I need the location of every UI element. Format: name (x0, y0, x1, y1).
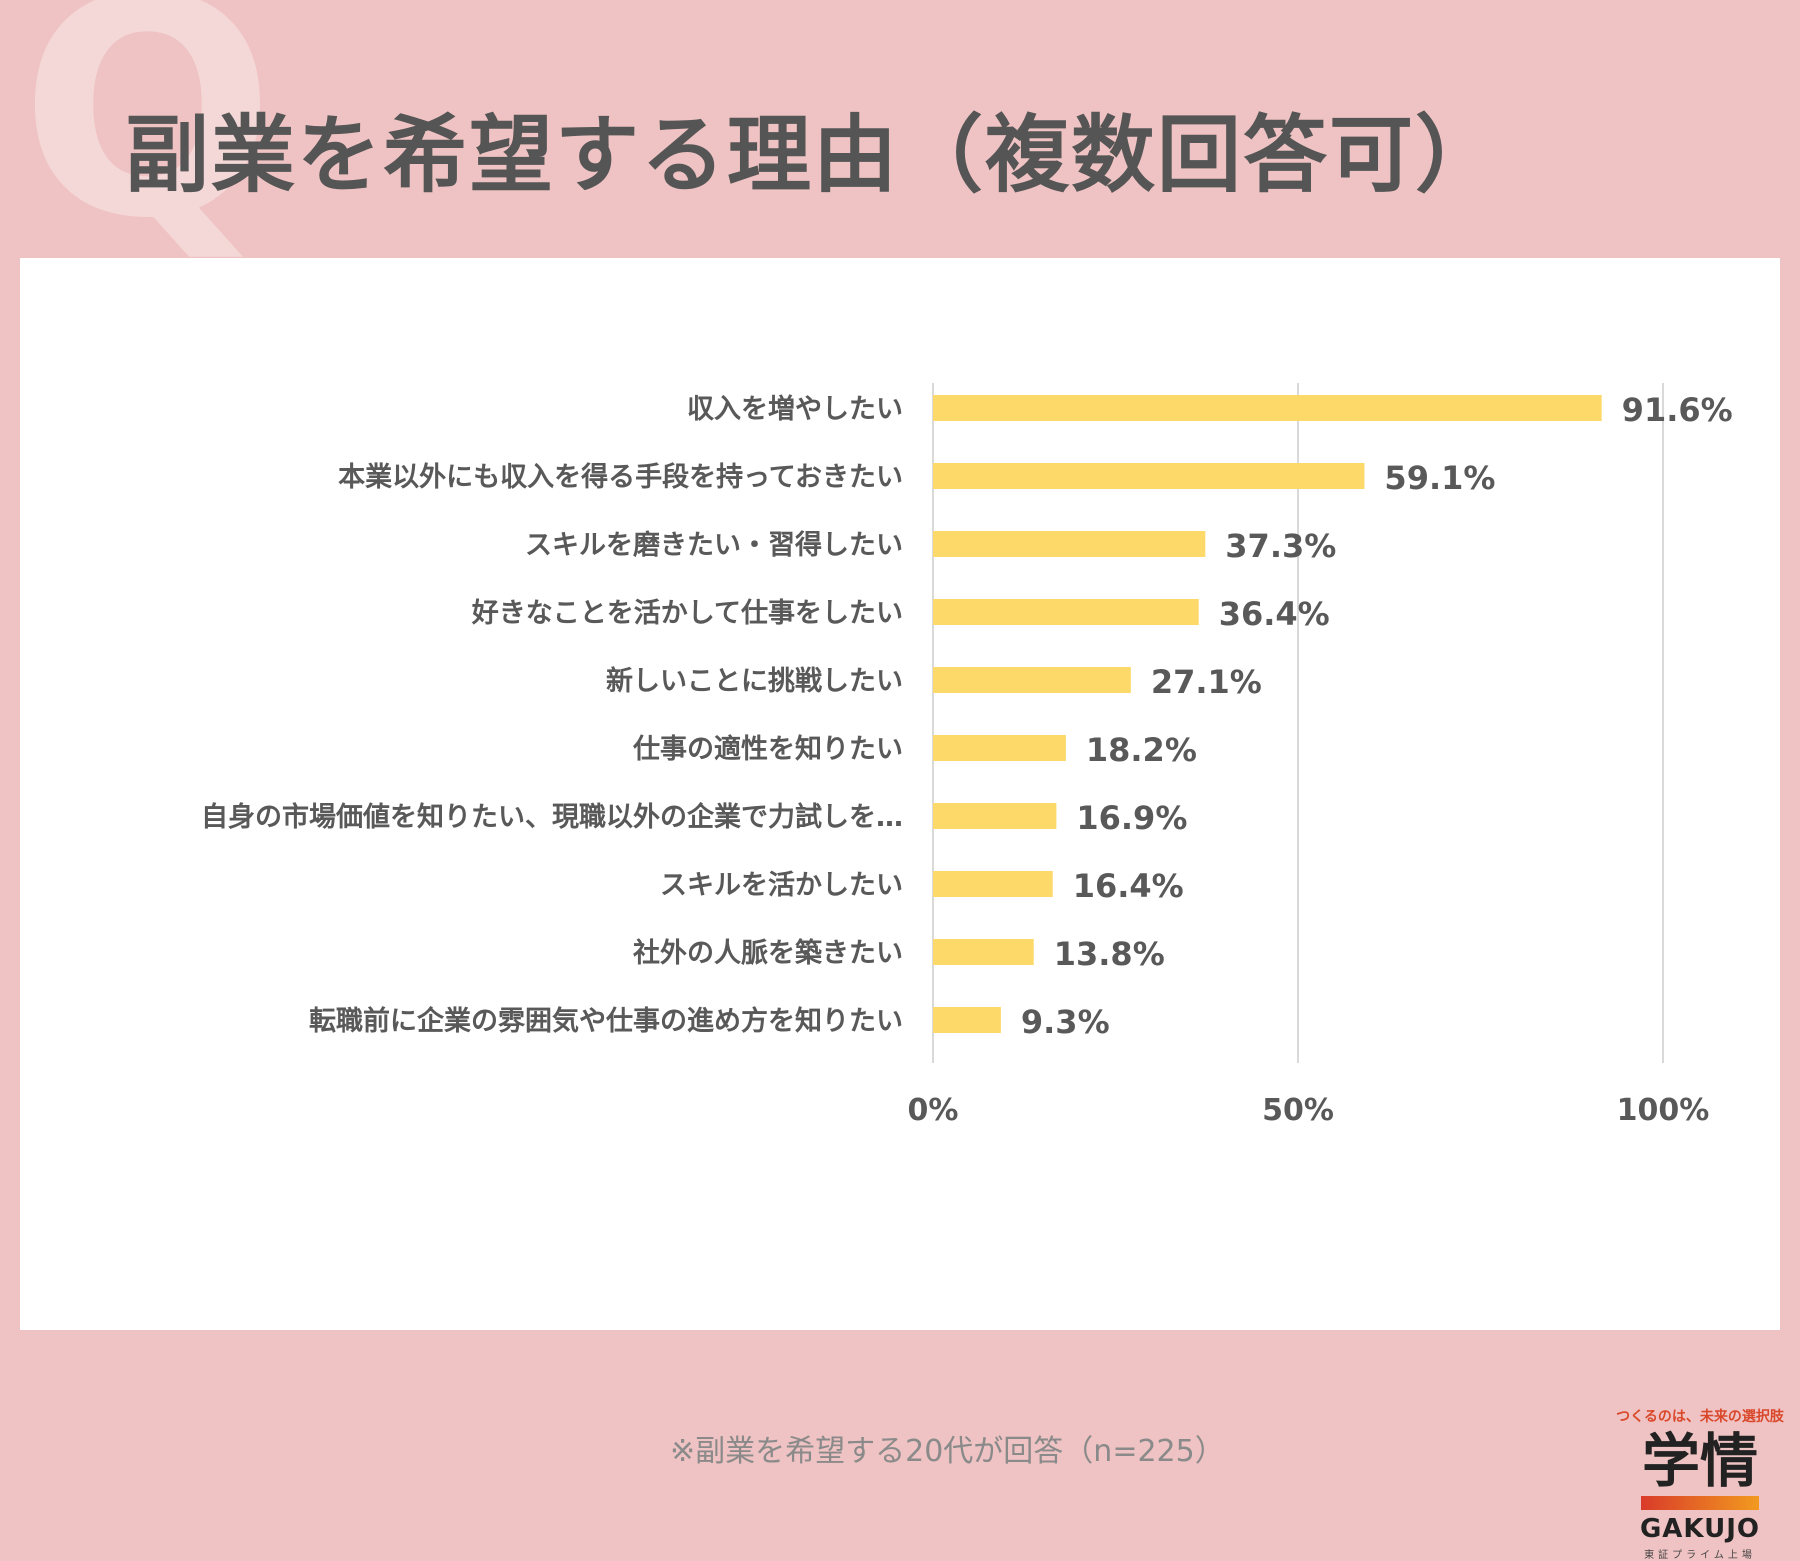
page-title: 副業を希望する理由（複数回答可） (125, 106, 1502, 204)
category-label: 社外の人脈を築きたい (633, 937, 903, 969)
bar (933, 735, 1066, 761)
bar (933, 803, 1057, 829)
sample-note: ※副業を希望する20代が回答（n=225） (670, 1434, 1225, 1469)
bar (933, 531, 1206, 557)
data-label: 59.1% (1384, 459, 1495, 497)
category-label: 新しいことに挑戦したい (606, 665, 903, 697)
category-label: 転職前に企業の雰囲気や仕事の進め方を知りたい (309, 1005, 903, 1037)
logo-main-text: 学情 (1641, 1427, 1758, 1495)
bar-chart: 0% 50% 100% 収入を増やしたい 91.6% 本業以外にも収入を得る手段を持ってお… (201, 383, 1733, 1128)
category-label: スキルを活かしたい (660, 870, 903, 901)
category-label: 収入を増やしたい (687, 393, 903, 425)
category-label: 好きなことを活かして仕事をしたい (471, 598, 903, 629)
bar (933, 871, 1053, 897)
bar (933, 667, 1131, 693)
data-label: 9.3% (1021, 1003, 1110, 1041)
gakujo-logo: つくるのは、未来の選択肢 学情 GAKUJO 東証プライム上場 (1610, 1406, 1790, 1561)
data-label: 16.9% (1076, 799, 1187, 837)
chart-card: 0% 50% 100% 収入を増やしたい 91.6% 本業以外にも収入を得る手段を持ってお… (20, 258, 1784, 1561)
bar (933, 463, 1365, 489)
logo-english-text: GAKUJO (1639, 1513, 1761, 1544)
q-decoration: Q (20, 0, 276, 284)
x-tick-label: 50% (1262, 1093, 1334, 1128)
data-label: 36.4% (1219, 595, 1330, 633)
bar (933, 1007, 1001, 1033)
category-label: 仕事の適性を知りたい (632, 733, 903, 765)
logo-gradient-bar (1641, 1495, 1759, 1510)
x-tick-label: 0% (908, 1093, 959, 1128)
data-label: 37.3% (1225, 527, 1336, 565)
data-label: 18.2% (1086, 731, 1197, 769)
bar (933, 395, 1602, 421)
bar (933, 599, 1199, 625)
data-label: 13.8% (1054, 935, 1165, 973)
category-label: スキルを磨きたい・習得したい (525, 530, 903, 561)
category-label: 自身の市場価値を知りたい、現職以外の企業で力試しを… (201, 801, 903, 833)
logo-sub-text: 東証プライム上場 (1644, 1549, 1756, 1561)
logo-tagline: つくるのは、未来の選択肢 (1616, 1409, 1784, 1425)
data-label: 27.1% (1151, 663, 1262, 701)
x-tick-label: 100% (1617, 1093, 1710, 1128)
category-label: 本業以外にも収入を得る手段を持っておきたい (338, 462, 903, 493)
data-label: 91.6% (1622, 391, 1733, 429)
data-label: 16.4% (1073, 867, 1184, 905)
bar (933, 939, 1034, 965)
